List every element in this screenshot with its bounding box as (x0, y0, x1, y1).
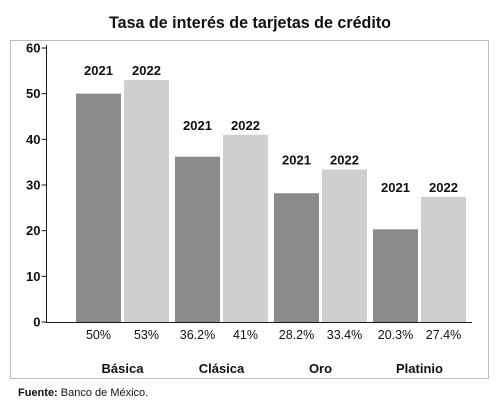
y-tick-label-40: 40 (26, 132, 40, 147)
bar-2022-clasica (223, 134, 268, 322)
source-note: Fuente: Banco de México. (18, 387, 148, 399)
source-text: Banco de México. (61, 387, 148, 399)
bar-2022-platinio (421, 196, 466, 322)
data-label-2022-basica: 53% (134, 328, 159, 342)
data-label-2021-clasica: 36.2% (180, 328, 215, 342)
series-label-2021-platinio: 2021 (381, 180, 410, 195)
y-tick-label-20: 20 (26, 223, 40, 238)
bar-2021-oro (274, 193, 319, 322)
data-labels: 50% 53% 36.2% 41% 28.2% 33.4% 20.3% 27.4% (86, 328, 461, 342)
bar-2021-platinio (373, 229, 418, 322)
series-label-2022-basica: 2022 (132, 63, 161, 78)
series-label-2021-oro: 2021 (282, 152, 311, 167)
bar-2021-basica (76, 93, 121, 323)
y-tick-label-30: 30 (26, 178, 40, 193)
series-label-2021-basica: 2021 (84, 63, 113, 78)
category-label-platinio: Platinio (396, 361, 443, 376)
data-label-2022-platinio: 27.4% (426, 328, 461, 342)
y-tick-label-50: 50 (26, 86, 40, 101)
bar-2022-basica (124, 79, 169, 322)
y-tick-label-60: 60 (26, 41, 40, 56)
category-label-clasica: Clásica (199, 361, 245, 376)
chart-frame (10, 40, 489, 379)
y-axis: 0 10 20 30 40 50 60 (26, 41, 47, 330)
series-labels: 2021 2022 2021 2022 2021 2022 2021 2022 (84, 63, 458, 195)
series-label-2022-clasica: 2022 (231, 118, 260, 133)
data-label-2022-oro: 33.4% (327, 328, 362, 342)
y-tick-label-10: 10 (26, 269, 40, 284)
source-label: Fuente: (18, 387, 58, 399)
data-label-2022-clasica: 41% (233, 328, 258, 342)
data-label-2021-oro: 28.2% (279, 328, 314, 342)
series-label-2022-platinio: 2022 (429, 180, 458, 195)
y-tick-label-0: 0 (33, 315, 40, 330)
category-label-oro: Oro (309, 361, 332, 376)
bars (76, 79, 466, 323)
chart-title: Tasa de interés de tarjetas de crédito (109, 13, 391, 32)
data-label-2021-basica: 50% (86, 328, 111, 342)
category-labels: Básica Clásica Oro Platinio (102, 361, 443, 376)
series-label-2021-clasica: 2021 (183, 118, 212, 133)
bar-2022-oro (322, 169, 367, 322)
bar-2021-clasica (175, 156, 220, 322)
series-label-2022-oro: 2022 (330, 152, 359, 167)
data-label-2021-platinio: 20.3% (378, 328, 413, 342)
category-label-basica: Básica (102, 361, 145, 376)
